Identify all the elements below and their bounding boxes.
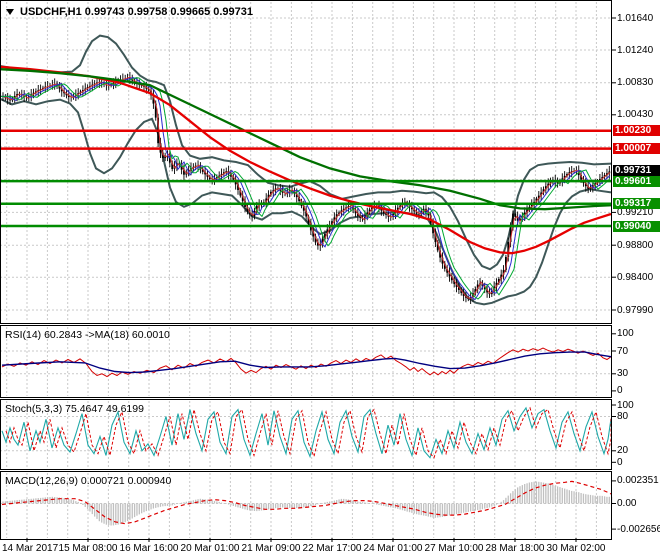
rsi-line <box>1 347 612 378</box>
axis-tick-label: 100 <box>617 328 634 340</box>
stoch-d <box>5 406 612 459</box>
ma-fast-blue <box>1 76 611 301</box>
axis-tick-label: 70 <box>617 345 629 357</box>
pane-border <box>0 0 612 324</box>
axis-tick-label: 0.99210 <box>617 206 654 218</box>
price-badge: 1.00230 <box>613 125 660 137</box>
axis-tick-label: 1.00830 <box>617 77 654 89</box>
rsi-indicator-label: RSI(14) 60.2843 ->MA(18) 60.0010 <box>5 329 170 341</box>
ma-fast-green <box>1 77 611 300</box>
stochastic-indicator-label: Stoch(5,3,3) 75.4647 49.6199 <box>5 403 144 415</box>
axis-tick-label: 20 <box>617 445 629 457</box>
time-tick-label: 24 Mar 01:00 <box>363 543 423 554</box>
time-tick-label: 14 Mar 2017 <box>2 543 59 554</box>
axis-tick-label: 0.98800 <box>617 239 654 251</box>
pane-border <box>0 471 612 540</box>
axis-tick-label: 0.00 <box>617 498 637 509</box>
ma-slow-red <box>0 65 612 255</box>
time-tick-label: 15 Mar 08:00 <box>58 543 118 554</box>
price-badge: 0.99317 <box>613 198 660 210</box>
chart-title-row: USDCHF,H1 0.99743 0.99758 0.99665 0.9973… <box>6 6 253 18</box>
axis-tick-label: 0 <box>617 385 623 397</box>
time-tick-label: 16 Mar 16:00 <box>119 543 179 554</box>
ma-slow-green <box>0 68 612 211</box>
macd-indicator-label: MACD(12,26,9) 0.000721 0.000940 <box>5 475 172 487</box>
pane-border <box>0 325 612 398</box>
time-tick-label: 20 Mar 01:00 <box>180 543 240 554</box>
axis-tick-label: 0.97990 <box>617 304 654 316</box>
time-tick-label: 28 Mar 18:00 <box>485 543 545 554</box>
axis-tick-label: 1.01640 <box>617 12 654 24</box>
rsi-ma <box>1 351 612 374</box>
axis-tick-label: -0.002656 <box>617 523 660 535</box>
price-badge: 1.00007 <box>613 143 660 155</box>
axis-tick-label: 0 <box>617 456 623 468</box>
price-badge: 0.99601 <box>613 175 660 187</box>
price-badge: 0.99040 <box>613 220 660 232</box>
axis-tick-label: 1.00430 <box>617 109 654 121</box>
time-tick-label: 27 Mar 10:00 <box>424 543 484 554</box>
symbol-dropdown-icon[interactable] <box>6 9 14 15</box>
axis-tick-label: 80 <box>617 411 629 422</box>
pane-border <box>0 399 612 470</box>
stoch-k <box>1 406 612 459</box>
axis-tick-label: 0.002351 <box>617 475 659 487</box>
time-tick-label: 21 Mar 09:00 <box>241 543 301 554</box>
time-tick-label: 22 Mar 17:00 <box>302 543 362 554</box>
axis-tick-label: 1.01240 <box>617 44 654 56</box>
axis-tick-label: 100 <box>617 399 634 411</box>
price-badge: 0.99731 <box>613 165 660 177</box>
chart-title: USDCHF,H1 0.99743 0.99758 0.99665 0.9973… <box>20 6 254 18</box>
axis-tick-label: 0.98400 <box>617 271 654 283</box>
axis-tick-label: 30 <box>617 368 629 380</box>
time-tick-label: 30 Mar 02:00 <box>546 543 606 554</box>
